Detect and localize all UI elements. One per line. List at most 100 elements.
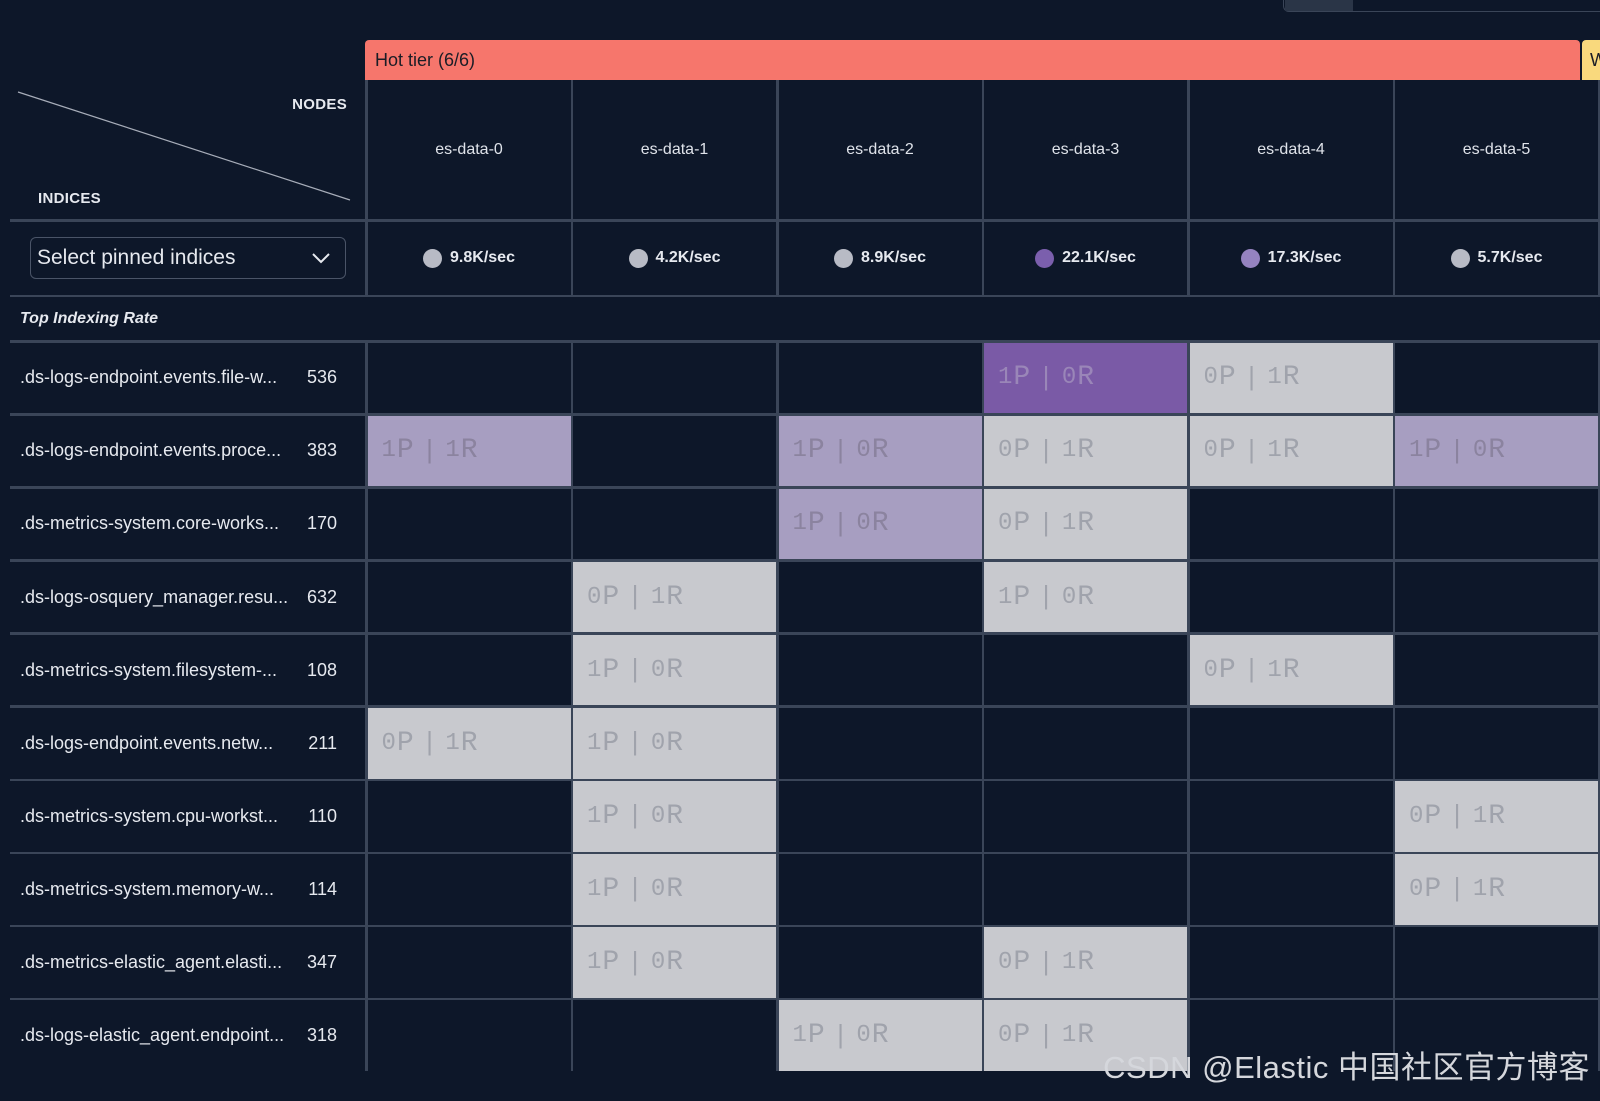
primary-label: P — [602, 800, 621, 832]
index-shard-count: 318 — [306, 1025, 337, 1046]
primary-count: 1 — [381, 437, 397, 465]
top-tab-control[interactable] — [1283, 0, 1600, 12]
empty-shard-cell — [778, 561, 982, 633]
status-dot-icon — [1240, 248, 1260, 268]
replica-count: 1 — [1061, 437, 1078, 465]
empty-shard-cell — [1395, 634, 1598, 706]
shard-cell[interactable]: 0 P | 1 R — [1189, 415, 1393, 487]
shard-cell[interactable]: 1 P | 0 R — [984, 561, 1187, 633]
nodes-axis-label: NODES — [292, 96, 347, 113]
shard-cell[interactable]: 1 P | 0 R — [778, 415, 982, 487]
shard-cell[interactable]: 1 P | 0 R — [573, 634, 776, 706]
shard-cell[interactable]: 1 P | 0 R — [1395, 415, 1598, 487]
replica-label: R — [1077, 362, 1096, 394]
empty-shard-cell — [1395, 1000, 1598, 1071]
empty-shard-cell — [1189, 707, 1393, 779]
shard-cell[interactable]: 1 P | 0 R — [778, 488, 982, 560]
replica-label: R — [666, 581, 685, 613]
index-name: .ds-metrics-system.core-works... — [20, 513, 280, 534]
empty-shard-cell — [778, 781, 982, 852]
primary-label: P — [396, 727, 415, 759]
index-row-label[interactable]: .ds-logs-endpoint.events.file-w... 536 — [10, 342, 365, 414]
index-row-label[interactable]: .ds-metrics-system.cpu-workst... 110 — [10, 781, 365, 852]
replica-count: 0 — [856, 510, 872, 538]
shard-cell[interactable]: 1 P | 0 R — [984, 342, 1187, 414]
pinned-indices-select[interactable]: Select pinned indices — [30, 237, 346, 279]
shard-cell[interactable]: 0 P | 1 R — [367, 707, 571, 779]
index-row-label[interactable]: .ds-metrics-elastic_agent.elasti... 347 — [10, 927, 365, 998]
grid-corner: NODES INDICES — [10, 80, 365, 219]
empty-shard-cell — [778, 634, 982, 706]
shard-cell[interactable]: 0 P | 1 R — [573, 561, 776, 633]
empty-shard-cell — [984, 781, 1187, 852]
primary-count: 0 — [1203, 437, 1219, 465]
shard-cell[interactable]: 0 P | 1 R — [984, 415, 1187, 487]
replica-count: 0 — [1472, 437, 1489, 465]
index-row-label[interactable]: .ds-logs-elastic_agent.endpoint... 318 — [10, 1000, 365, 1071]
top-tab-segment[interactable] — [1285, 0, 1353, 11]
index-row-label[interactable]: .ds-logs-endpoint.events.netw... 211 — [10, 707, 365, 779]
primary-label: P — [602, 654, 621, 686]
primary-label: P — [602, 947, 621, 979]
index-name: .ds-logs-endpoint.events.netw... — [20, 732, 274, 753]
empty-shard-cell — [778, 854, 982, 925]
replica-label: R — [871, 1020, 890, 1052]
primary-count: 1 — [792, 510, 808, 538]
empty-shard-cell — [778, 927, 982, 998]
shard-cell[interactable]: 1 P | 0 R — [573, 707, 776, 779]
primary-label: P — [807, 435, 826, 467]
primary-label: P — [1218, 435, 1237, 467]
watermark: CSDN @Elastic 中国社区官方博客 — [1103, 1050, 1590, 1085]
primary-label: P — [1013, 947, 1032, 979]
shard-cell[interactable]: 1 P | 0 R — [573, 854, 776, 925]
primary-count: 0 — [1409, 875, 1425, 903]
shard-cell[interactable]: 0 P | 1 R — [984, 488, 1187, 560]
replica-count: 1 — [1267, 437, 1283, 465]
pinned-select-cell: Select pinned indices — [10, 221, 365, 295]
index-row-label[interactable]: .ds-logs-osquery_manager.resu... 632 — [10, 561, 365, 633]
primary-count: 1 — [587, 802, 603, 830]
shard-cell[interactable]: 0 P | 1 R — [1189, 342, 1393, 414]
shard-separator: | — [832, 1020, 850, 1051]
shard-cell[interactable]: 1 P | 0 R — [573, 927, 776, 998]
replica-label: R — [666, 800, 685, 832]
shard-cell[interactable]: 0 P | 1 R — [1395, 854, 1598, 925]
index-name: .ds-logs-osquery_manager.resu... — [20, 586, 289, 607]
shard-cell[interactable]: 0 P | 1 R — [1189, 634, 1393, 706]
shard-cell[interactable]: 1 P | 0 R — [573, 781, 776, 852]
replica-count: 0 — [856, 1022, 872, 1050]
primary-label: P — [602, 873, 621, 905]
index-shard-count: 383 — [306, 440, 337, 461]
node-header-es-data-3[interactable]: es-data-3 — [984, 80, 1187, 219]
empty-shard-cell — [367, 1000, 571, 1071]
node-header-es-data-4[interactable]: es-data-4 — [1189, 80, 1393, 219]
node-header-es-data-2[interactable]: es-data-2 — [778, 80, 982, 219]
shard-cell[interactable]: 1 P | 1 R — [367, 415, 571, 487]
primary-count: 1 — [587, 949, 603, 977]
primary-label: P — [602, 727, 621, 759]
primary-label: P — [1013, 1020, 1032, 1052]
node-header-es-data-5[interactable]: es-data-5 — [1395, 80, 1598, 219]
empty-shard-cell — [1189, 927, 1393, 998]
empty-shard-cell — [367, 342, 571, 414]
shard-cell[interactable]: 1 P | 0 R — [778, 1000, 982, 1071]
shard-cell[interactable]: 0 P | 1 R — [984, 1000, 1187, 1071]
primary-count: 1 — [587, 875, 603, 903]
replica-label: R — [1488, 435, 1507, 467]
shard-cell[interactable]: 0 P | 1 R — [984, 927, 1187, 998]
index-row-label[interactable]: .ds-metrics-system.memory-w... 114 — [10, 854, 365, 925]
replica-label: R — [666, 654, 685, 686]
index-row-label[interactable]: .ds-metrics-system.filesystem-... 108 — [10, 634, 365, 706]
node-header-es-data-0[interactable]: es-data-0 — [367, 80, 571, 219]
shard-separator: | — [1243, 435, 1261, 466]
replica-count: 1 — [650, 583, 667, 611]
shard-separator: | — [1038, 435, 1055, 466]
shard-cell[interactable]: 0 P | 1 R — [1395, 781, 1598, 852]
node-header-es-data-1[interactable]: es-data-1 — [573, 80, 776, 219]
indices-axis-label: INDICES — [38, 190, 101, 207]
index-row-label[interactable]: .ds-logs-endpoint.events.proce... 383 — [10, 415, 365, 487]
node-rate-es-data-1: 4.2K/sec — [573, 221, 776, 295]
index-row-label[interactable]: .ds-metrics-system.core-works... 170 — [10, 488, 365, 560]
primary-count: 0 — [998, 437, 1014, 465]
replica-count: 1 — [1267, 656, 1283, 684]
